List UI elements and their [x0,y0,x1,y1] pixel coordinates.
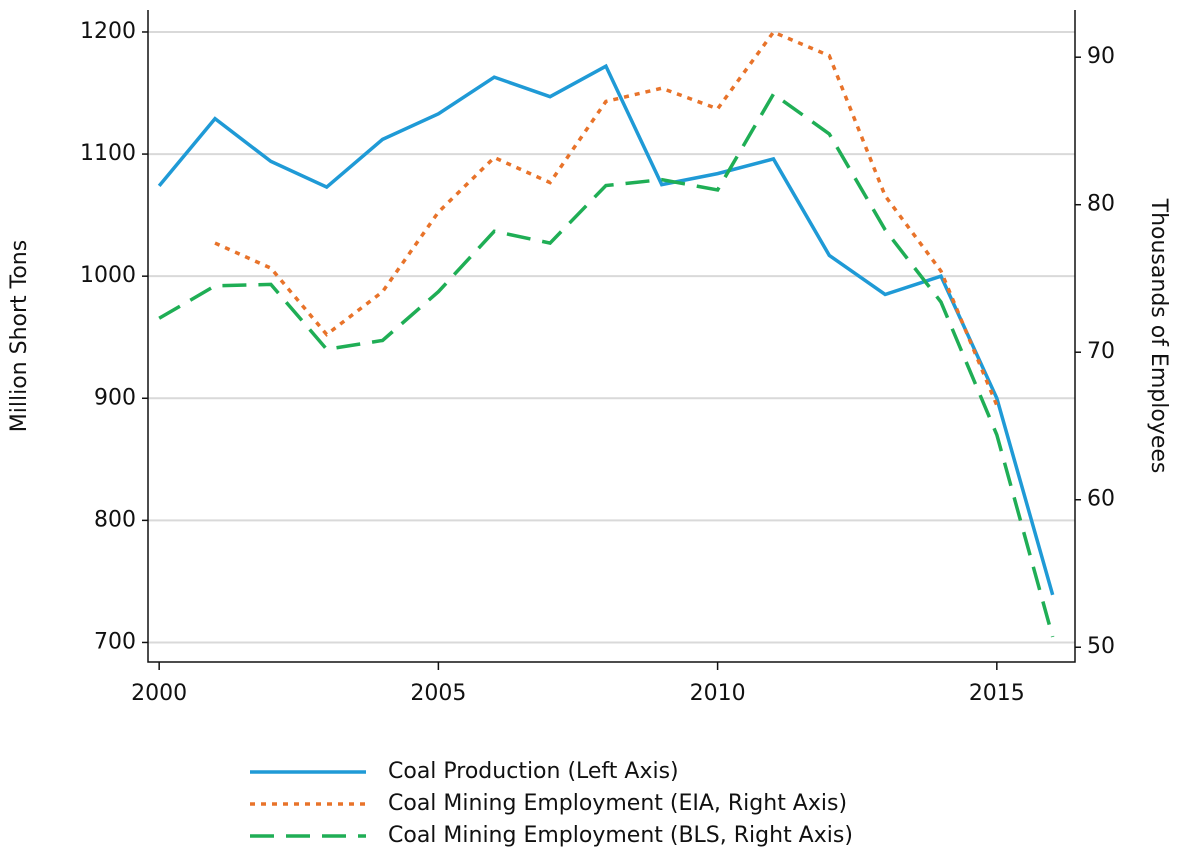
y2-tick-label: 80 [1087,192,1115,217]
y2-tick-label: 90 [1087,44,1115,69]
y-tick-label: 700 [94,629,136,654]
series-line [214,29,999,407]
legend-label: Coal Production (Left Axis) [388,759,679,784]
x-tick-label: 2005 [410,681,466,706]
x-tick-label: 2015 [969,681,1025,706]
y-tick-label: 1000 [80,263,136,288]
x-tick-label: 2010 [690,681,746,706]
y2-tick-label: 70 [1087,339,1115,364]
legend-label: Coal Mining Employment (EIA, Right Axis) [388,791,847,816]
y2-axis-label: Thousands of Employees [1146,198,1171,474]
y-axis-label: Million Short Tons [7,240,32,432]
y-tick-label: 1100 [80,141,136,166]
axis-frame [147,10,1076,663]
y2-tick-label: 50 [1087,634,1115,659]
y-tick-label: 900 [94,385,136,410]
series-line [157,63,1055,596]
legend-label: Coal Mining Employment (BLS, Right Axis) [388,823,853,848]
y2-tick-label: 60 [1087,487,1115,512]
y-tick-label: 1200 [80,19,136,44]
y-tick-label: 800 [94,507,136,532]
series-line [158,91,1055,638]
x-tick-label: 2000 [131,681,187,706]
